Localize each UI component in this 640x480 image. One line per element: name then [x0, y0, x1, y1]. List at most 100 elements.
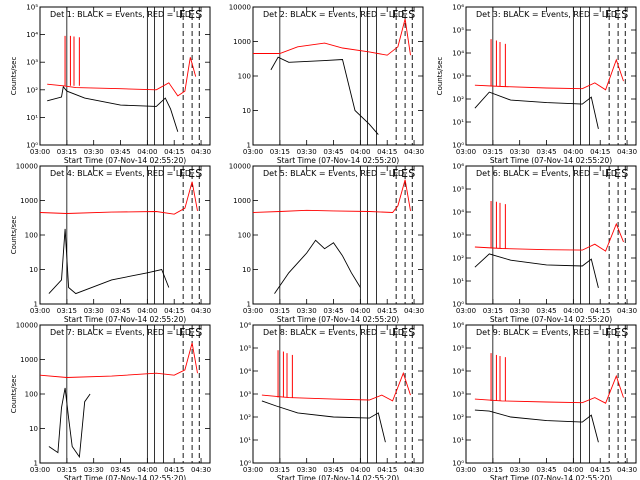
y-tick-label: 10²: [26, 86, 38, 94]
panel-det-3: 10⁰ 10¹ 10² 10³ 10⁴ 10⁵ 10⁶ 03:00 03:15 03:30 03:4…: [436, 4, 637, 166]
x-tick-label: 03:30: [84, 148, 104, 156]
x-tick-label: 04:15: [164, 148, 184, 156]
x-tick-label: 04:00: [350, 466, 370, 474]
x-tick-label: 04:30: [617, 466, 637, 474]
x-tick-label: 03:00: [243, 307, 263, 315]
marker-label-s: S: [195, 8, 202, 21]
x-tick-label: 03:15: [483, 466, 503, 474]
panel-title: Det 5: BLACK = Events, RED = LLD: [263, 169, 404, 178]
x-tick-label: 04:00: [350, 148, 370, 156]
y-tick-label: 1000: [20, 197, 38, 205]
series-events: [47, 85, 179, 132]
y-tick-label: 1: [247, 142, 251, 150]
x-tick-label: 03:00: [456, 307, 476, 315]
y-tick-label: 10⁶: [452, 4, 464, 12]
x-tick-label: 03:15: [57, 307, 77, 315]
plot-frame: [252, 6, 424, 146]
x-tick-label: 03:00: [30, 466, 50, 474]
x-tick-label: 04:15: [377, 466, 397, 474]
y-tick-label: 10⁶: [452, 163, 464, 171]
x-tick-label: 03:30: [297, 307, 317, 315]
x-tick-label: 04:15: [377, 148, 397, 156]
series-events: [270, 56, 379, 135]
marker-label-f: F: [179, 8, 185, 21]
panel-title: Det 2: BLACK = Events, RED = LLD: [263, 10, 404, 19]
marker-label-f: F: [392, 8, 398, 21]
y-tick-label: 1: [247, 301, 251, 309]
plot-frame: [39, 6, 211, 146]
panel-title: Det 7: BLACK = Events, RED = LLD: [50, 328, 191, 337]
x-tick-label: 03:00: [30, 148, 50, 156]
y-tick-label: 10⁴: [452, 209, 464, 217]
series-lld: [474, 374, 624, 404]
x-tick-label: 03:15: [57, 466, 77, 474]
series-events: [474, 253, 599, 289]
marker-label-f: F: [179, 326, 185, 339]
x-tick-label: 04:30: [404, 148, 424, 156]
marker-label-e: E: [614, 167, 621, 180]
y-tick-label: 1: [34, 460, 38, 468]
y-tick-label: 10²: [239, 414, 251, 422]
x-tick-label: 04:00: [137, 466, 157, 474]
series-lld: [253, 18, 411, 56]
x-tick-label: 04:30: [404, 307, 424, 315]
series-lld: [253, 179, 411, 213]
x-tick-label: 03:30: [510, 148, 530, 156]
x-tick-label: 04:15: [590, 307, 610, 315]
data-layer: [253, 179, 411, 294]
y-tick-label: 10⁶: [452, 322, 464, 330]
y-axis-label: Counts/sec: [10, 216, 18, 255]
panel-title: Det 1: BLACK = Events, RED = LLD: [50, 10, 191, 19]
x-axis-label: Start Time (07-Nov-14 02:55:20): [490, 315, 612, 324]
x-tick-label: 03:00: [456, 466, 476, 474]
x-tick-label: 03:00: [243, 466, 263, 474]
marker-label-s: S: [408, 8, 415, 21]
x-tick-label: 03:15: [270, 148, 290, 156]
x-tick-label: 03:45: [323, 307, 343, 315]
x-tick-label: 04:00: [563, 148, 583, 156]
data-layer: [261, 350, 411, 443]
series-lld: [47, 57, 197, 97]
x-tick-label: 03:15: [270, 466, 290, 474]
marker-label-f: F: [605, 8, 611, 21]
y-tick-label: 100: [238, 73, 251, 81]
series-events: [474, 91, 599, 129]
data-layer: [474, 353, 624, 443]
y-tick-label: 10¹: [452, 278, 464, 286]
y-tick-label: 10²: [452, 414, 464, 422]
y-tick-label: 10⁴: [452, 368, 464, 376]
data-layer: [47, 35, 197, 132]
plot-frame: [252, 165, 424, 305]
y-tick-label: 10⁵: [452, 27, 464, 35]
panel-title: Det 3: BLACK = Events, RED = LLD: [476, 10, 617, 19]
y-tick-label: 10: [29, 425, 38, 433]
marker-label-e: E: [614, 326, 621, 339]
panel-det-6: 10⁰ 10¹ 10² 10³ 10⁴ 10⁵ 10⁶ 03:00 03:15 03:30 03:4…: [452, 163, 637, 325]
panel-det-4: 1 10 100 1000 10000 03:00 03:15 03:30 03:45 04:00…: [10, 163, 211, 325]
x-tick-label: 03:30: [84, 307, 104, 315]
marker-label-s: S: [408, 167, 415, 180]
x-tick-label: 04:15: [590, 466, 610, 474]
y-axis-label: Counts/sec: [10, 375, 18, 414]
y-tick-label: 10¹: [452, 437, 464, 445]
y-tick-label: 10000: [16, 322, 38, 330]
y-tick-label: 10⁴: [452, 50, 464, 58]
panel-title: Det 4: BLACK = Events, RED = LLD: [50, 169, 191, 178]
x-tick-label: 04:00: [137, 148, 157, 156]
panel-title: Det 8: BLACK = Events, RED = LLD: [263, 328, 404, 337]
y-tick-label: 10: [29, 266, 38, 274]
series-events: [474, 409, 599, 443]
x-axis-label: Start Time (07-Nov-14 02:55:20): [490, 156, 612, 165]
y-tick-label: 10³: [239, 391, 251, 399]
y-tick-label: 1000: [20, 356, 38, 364]
x-tick-label: 03:00: [30, 307, 50, 315]
data-layer: [474, 39, 624, 129]
x-axis-label: Start Time (07-Nov-14 02:55:20): [64, 156, 186, 165]
marker-label-e: E: [188, 167, 195, 180]
x-tick-label: 04:00: [563, 307, 583, 315]
x-axis-label: Start Time (07-Nov-14 02:55:20): [490, 474, 612, 480]
series-events: [261, 400, 386, 443]
x-tick-label: 03:30: [510, 466, 530, 474]
y-tick-label: 10000: [229, 163, 251, 171]
x-tick-label: 03:45: [323, 148, 343, 156]
